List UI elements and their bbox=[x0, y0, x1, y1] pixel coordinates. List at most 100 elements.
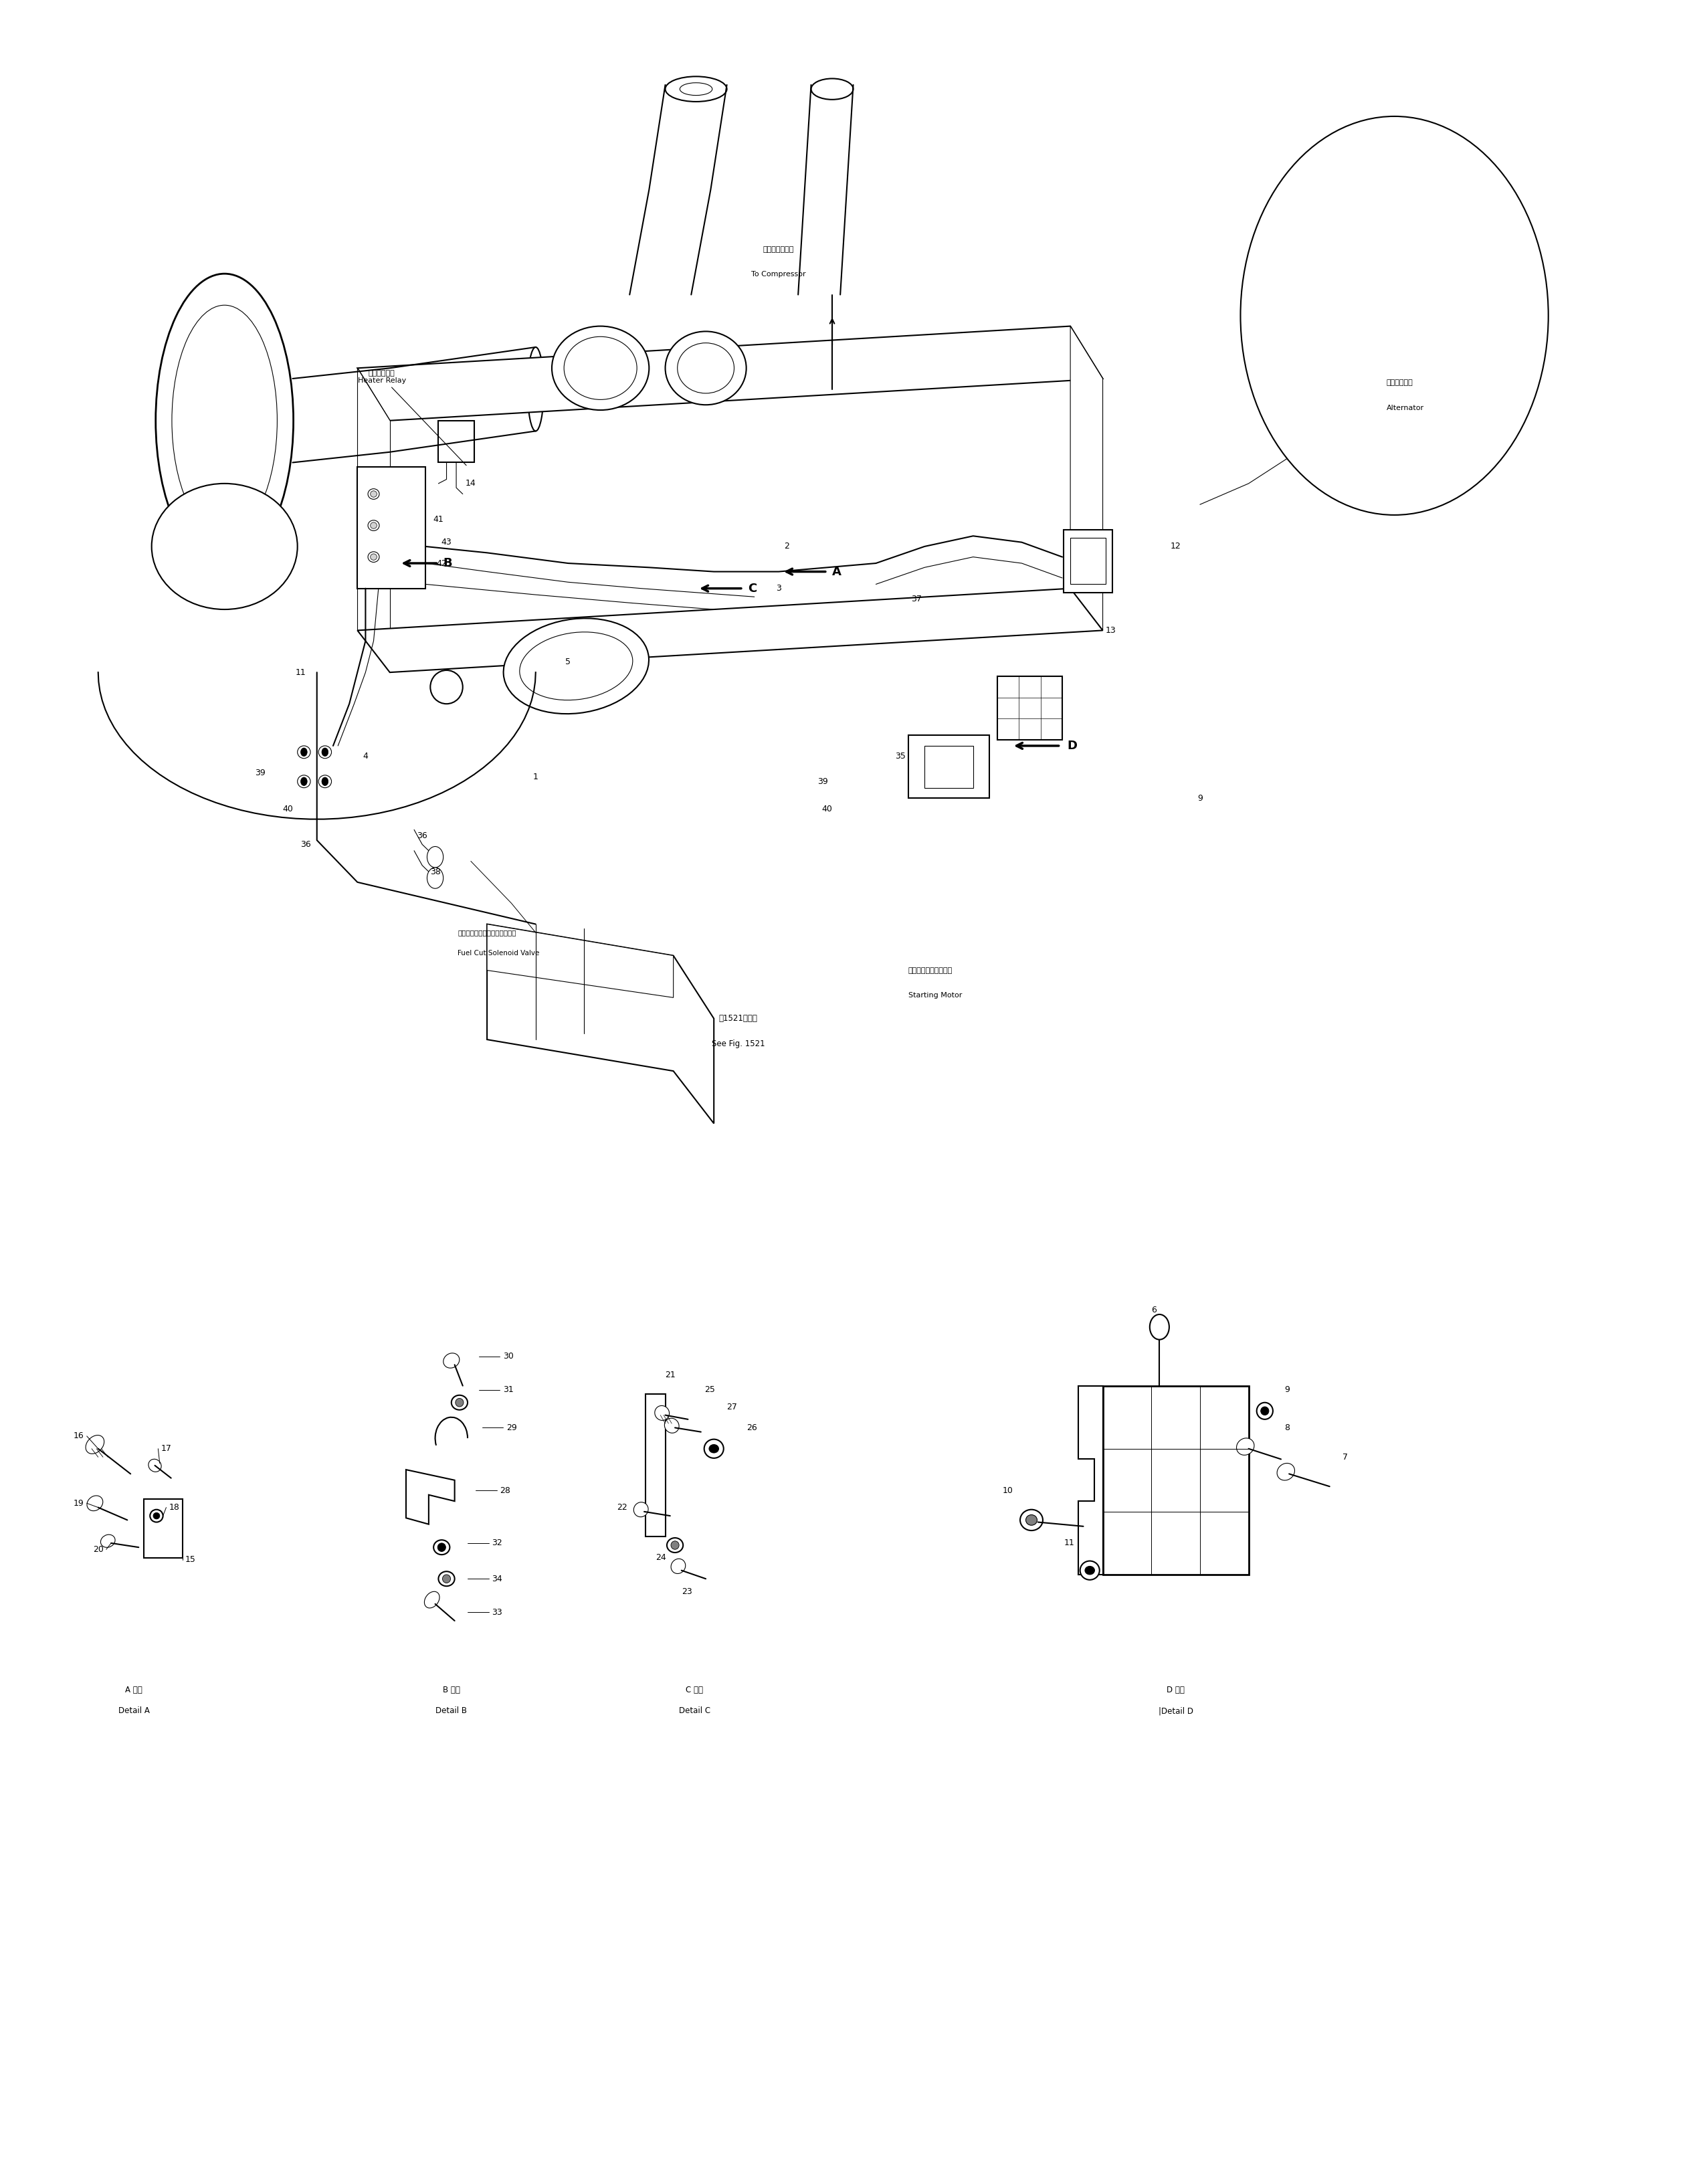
Text: Detail B: Detail B bbox=[435, 1706, 467, 1714]
Text: フェルカットソレノイドバルブ: フェルカットソレノイドバルブ bbox=[457, 928, 516, 937]
Text: D 詳細: D 詳細 bbox=[1167, 1686, 1184, 1695]
Ellipse shape bbox=[368, 520, 380, 531]
Text: 13: 13 bbox=[1105, 627, 1117, 636]
Text: 30: 30 bbox=[503, 1352, 515, 1361]
Ellipse shape bbox=[86, 1435, 105, 1455]
Text: A 詳細: A 詳細 bbox=[125, 1686, 142, 1695]
Bar bbox=[924, 745, 973, 788]
Ellipse shape bbox=[155, 273, 294, 568]
Text: 5: 5 bbox=[565, 657, 570, 666]
Text: To Compressor: To Compressor bbox=[751, 271, 806, 277]
Text: コンプレッサへ: コンプレッサへ bbox=[763, 247, 795, 253]
Text: Fuel Cut Solenoid Valve: Fuel Cut Solenoid Valve bbox=[457, 950, 540, 957]
Text: Starting Motor: Starting Motor bbox=[908, 992, 962, 998]
Ellipse shape bbox=[439, 1572, 454, 1586]
Ellipse shape bbox=[666, 1538, 683, 1553]
Text: A: A bbox=[832, 566, 842, 577]
Polygon shape bbox=[1250, 199, 1372, 310]
Text: 39: 39 bbox=[817, 778, 828, 786]
Ellipse shape bbox=[452, 1396, 467, 1411]
Text: C: C bbox=[747, 583, 757, 594]
Bar bbox=[997, 677, 1063, 740]
Text: 36: 36 bbox=[300, 841, 310, 850]
Text: 6: 6 bbox=[1151, 1306, 1157, 1315]
Circle shape bbox=[1378, 295, 1410, 336]
Polygon shape bbox=[358, 587, 1103, 673]
Ellipse shape bbox=[319, 775, 331, 788]
Text: Detail A: Detail A bbox=[118, 1706, 150, 1714]
Text: 17: 17 bbox=[160, 1444, 172, 1452]
Ellipse shape bbox=[425, 1592, 440, 1607]
Text: 19: 19 bbox=[74, 1498, 84, 1507]
Ellipse shape bbox=[434, 1540, 450, 1555]
Ellipse shape bbox=[148, 1459, 162, 1472]
Text: 4: 4 bbox=[363, 751, 368, 760]
Ellipse shape bbox=[671, 1559, 685, 1575]
Text: 20: 20 bbox=[93, 1544, 103, 1553]
Ellipse shape bbox=[371, 555, 376, 559]
Text: 11: 11 bbox=[1064, 1540, 1075, 1548]
Ellipse shape bbox=[1080, 1562, 1100, 1579]
Circle shape bbox=[300, 778, 307, 786]
Ellipse shape bbox=[442, 1575, 450, 1583]
Bar bbox=[1064, 531, 1112, 592]
Ellipse shape bbox=[154, 1514, 160, 1520]
Text: 27: 27 bbox=[727, 1402, 737, 1411]
Polygon shape bbox=[407, 1470, 454, 1524]
Text: 21: 21 bbox=[665, 1372, 676, 1380]
Ellipse shape bbox=[444, 1354, 459, 1367]
Ellipse shape bbox=[1257, 1402, 1274, 1420]
Circle shape bbox=[1240, 116, 1549, 515]
Text: 37: 37 bbox=[911, 594, 921, 603]
Circle shape bbox=[322, 747, 329, 756]
Bar bbox=[143, 1498, 182, 1557]
Text: B 詳細: B 詳細 bbox=[442, 1686, 461, 1695]
Ellipse shape bbox=[655, 1406, 670, 1420]
Text: Detail C: Detail C bbox=[678, 1706, 710, 1714]
Ellipse shape bbox=[665, 332, 746, 404]
Text: 39: 39 bbox=[255, 769, 265, 778]
Text: 9: 9 bbox=[1198, 795, 1203, 802]
Polygon shape bbox=[1277, 352, 1383, 498]
Text: 38: 38 bbox=[430, 867, 440, 876]
Text: スターティングモータ: スターティングモータ bbox=[908, 968, 953, 974]
Text: ヒータリレー
Heater Relay: ヒータリレー Heater Relay bbox=[358, 369, 466, 465]
Text: 40: 40 bbox=[822, 804, 833, 812]
Text: 第1521図参照: 第1521図参照 bbox=[719, 1013, 757, 1022]
Ellipse shape bbox=[368, 553, 380, 561]
Text: 11: 11 bbox=[295, 668, 305, 677]
Text: 9: 9 bbox=[1284, 1385, 1289, 1393]
Ellipse shape bbox=[520, 631, 633, 701]
Bar bbox=[646, 1393, 665, 1538]
Circle shape bbox=[427, 867, 444, 889]
Text: 15: 15 bbox=[186, 1555, 196, 1564]
Ellipse shape bbox=[1026, 1516, 1038, 1524]
Circle shape bbox=[300, 747, 307, 756]
Ellipse shape bbox=[1237, 1437, 1253, 1455]
Text: 28: 28 bbox=[499, 1487, 511, 1496]
Text: 2: 2 bbox=[784, 542, 790, 550]
Ellipse shape bbox=[101, 1535, 115, 1548]
Text: 42: 42 bbox=[437, 559, 447, 568]
Ellipse shape bbox=[368, 489, 380, 500]
Text: 36: 36 bbox=[417, 832, 427, 841]
Ellipse shape bbox=[671, 1542, 680, 1548]
Text: 43: 43 bbox=[442, 537, 452, 546]
Circle shape bbox=[1151, 1315, 1169, 1339]
Ellipse shape bbox=[665, 1417, 678, 1433]
Text: オルタネータ: オルタネータ bbox=[1387, 380, 1414, 387]
Text: 33: 33 bbox=[493, 1607, 503, 1616]
Ellipse shape bbox=[297, 775, 310, 788]
Polygon shape bbox=[1078, 1387, 1103, 1575]
Ellipse shape bbox=[319, 745, 331, 758]
Text: See Fig. 1521: See Fig. 1521 bbox=[712, 1040, 764, 1048]
Text: 12: 12 bbox=[1171, 542, 1181, 550]
Text: 35: 35 bbox=[894, 751, 906, 760]
Bar bbox=[908, 736, 989, 797]
Text: 8: 8 bbox=[1284, 1424, 1289, 1433]
Text: B: B bbox=[444, 557, 452, 570]
Ellipse shape bbox=[455, 1398, 464, 1406]
Polygon shape bbox=[488, 924, 714, 1123]
Polygon shape bbox=[1420, 216, 1540, 317]
Ellipse shape bbox=[297, 745, 310, 758]
